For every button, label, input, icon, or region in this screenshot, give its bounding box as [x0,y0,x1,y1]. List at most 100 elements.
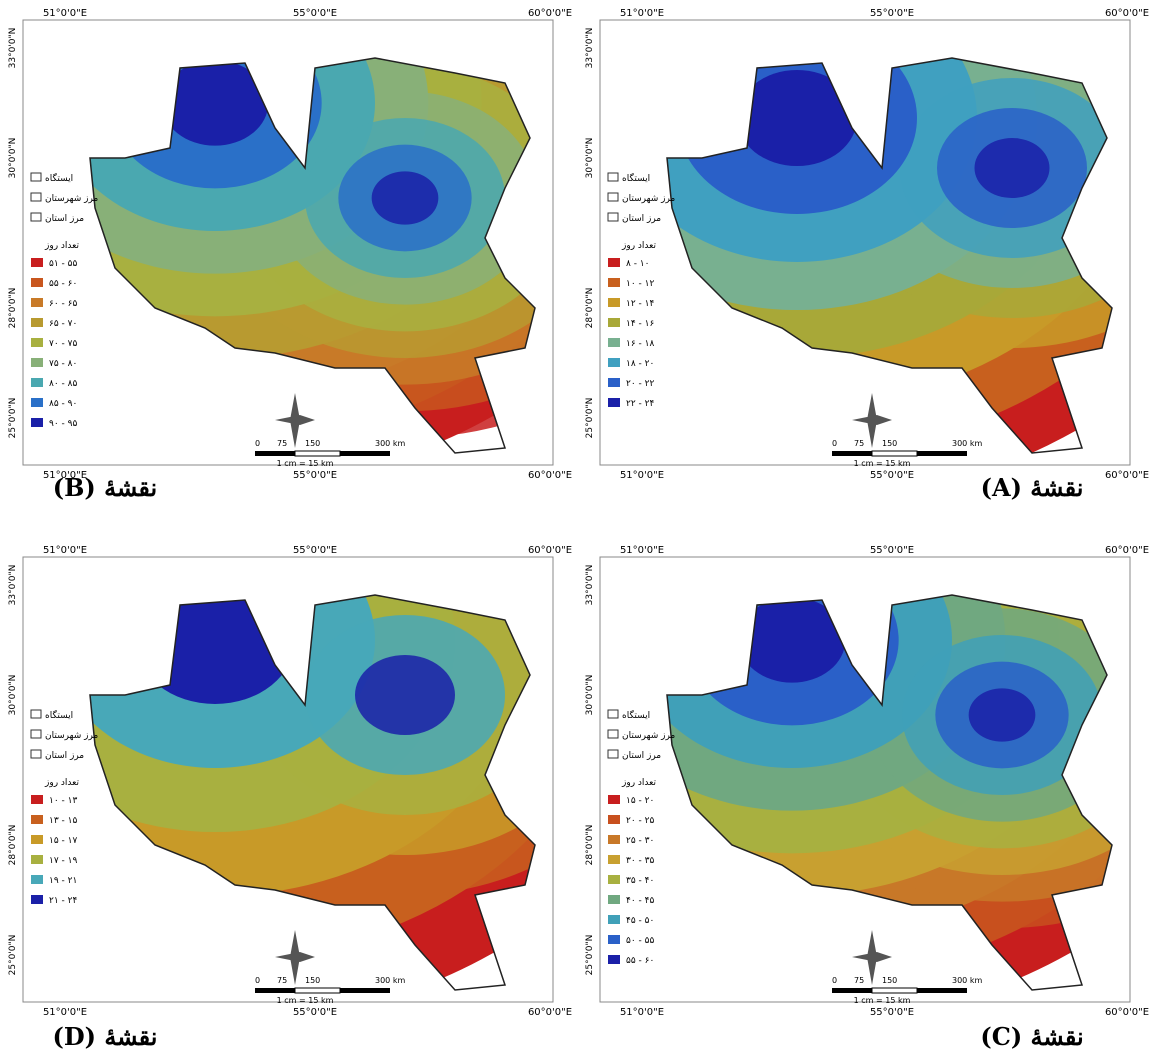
legend-label: ۲۱ - ۲۴ [49,896,77,906]
zone [355,655,455,735]
scale-bar [917,988,967,993]
legend-item: مرز شهرستان [45,731,98,741]
scale-tick: 300 km [375,976,405,985]
lat-label: 25°0'0"N [8,398,18,439]
scale-tick: 300 km [952,976,982,985]
legend-swatch [31,855,43,864]
legend-swatch [31,418,43,427]
legend-swatch [608,795,620,804]
legend-label: ۸۰ - ۸۵ [49,379,77,389]
legend-label: ۱۰ - ۱۳ [49,796,77,806]
lon-label: 55°0'0"E [293,470,337,481]
map-caption: نقشهٔ (D) [53,1022,158,1051]
lat-label: 28°0'0"N [8,825,18,866]
legend-label: ۴۵ - ۵۰ [626,916,654,926]
scale-tick: 0 [255,976,260,985]
legend-label: ۱۰ - ۱۲ [626,279,654,289]
legend-label: ۱۵ - ۲۰ [626,796,654,806]
legend-label: ۱۵ - ۱۷ [49,836,77,846]
lon-label: 51°0'0"E [620,545,664,556]
legend-label: ۲۰ - ۲۲ [626,379,654,389]
scale-tick: 0 [832,439,837,448]
scale-tick: 300 km [375,439,405,448]
scale-text: 1 cm = 15 km [854,996,911,1005]
lon-label: 51°0'0"E [43,545,87,556]
legend-label: ۸ - ۱۰ [626,259,649,269]
legend-item: مرز استان [45,214,84,224]
legend-label: ۲۲ - ۲۴ [626,399,654,409]
legend-label: ۲۰ - ۲۵ [626,816,654,826]
scale-tick: 75 [854,439,864,448]
legend-swatch [608,378,620,387]
legend-item: ایستگاه [622,709,650,721]
legend-label: ۱۷ - ۱۹ [49,856,77,866]
scale-tick: 0 [832,976,837,985]
legend-swatch [31,795,43,804]
scale-tick: 0 [255,439,260,448]
scale-bar [295,988,340,993]
scale-tick: 75 [854,976,864,985]
legend-title: تعداد روز [44,241,79,251]
lat-label: 30°0'0"N [585,675,595,716]
lon-label: 60°0'0"E [1105,1007,1149,1018]
zone [975,138,1050,198]
legend-swatch [608,815,620,824]
legend-swatch [608,855,620,864]
legend-swatch [608,875,620,884]
legend-swatch [31,378,43,387]
legend-label: ۱۶ - ۱۸ [626,339,654,349]
map-panel: 51°0'0"E51°0'0"E55°0'0"E55°0'0"E60°0'0"E… [0,0,705,502]
legend-swatch [608,398,620,407]
legend-swatch [608,835,620,844]
legend-swatch [608,258,620,267]
legend-item: ایستگاه [45,172,73,184]
lon-label: 55°0'0"E [870,1007,914,1018]
legend-swatch [608,358,620,367]
legend-item: مرز شهرستان [622,194,675,204]
legend-swatch [31,875,43,884]
legend-swatch [608,278,620,287]
lon-label: 55°0'0"E [870,545,914,556]
legend-label: ۱۲ - ۱۴ [626,299,654,309]
lon-label: 60°0'0"E [1105,470,1149,481]
scale-bar [872,988,917,993]
lat-label: 25°0'0"N [585,935,595,976]
legend-swatch [608,915,620,924]
lon-label: 51°0'0"E [43,1007,87,1018]
legend-label: ۶۵ - ۷۰ [49,319,77,329]
legend-swatch [31,278,43,287]
lat-label: 28°0'0"N [8,288,18,329]
legend-swatch [31,318,43,327]
lat-label: 28°0'0"N [585,825,595,866]
lon-label: 55°0'0"E [293,8,337,19]
lon-label: 51°0'0"E [620,470,664,481]
legend-swatch [31,835,43,844]
lon-label: 60°0'0"E [528,545,572,556]
scale-tick: 150 [882,439,897,448]
scale-bar [255,451,295,456]
scale-bar [872,451,917,456]
legend-swatch [608,935,620,944]
zone [372,171,439,224]
legend-item: ایستگاه [45,709,73,721]
map-caption: نقشهٔ (B) [53,473,157,502]
lat-label: 30°0'0"N [8,138,18,179]
figure: 51°0'0"E 51°0'0"E 55°0'0"E 55°0'0"E 60°0'0"E… [0,0,1153,1053]
lon-label: 60°0'0"E [1105,8,1149,19]
legend-swatch [31,298,43,307]
scale-text: 1 cm = 15 km [277,996,334,1005]
legend-swatch [608,338,620,347]
lon-label: 51°0'0"E [43,8,87,19]
legend-title: تعداد روز [621,778,656,788]
legend-item: مرز استان [622,214,661,224]
legend-label: ۹۰ - ۹۵ [49,419,77,429]
lon-label: 60°0'0"E [528,1007,572,1018]
scale-bar [255,988,295,993]
legend-swatch [31,338,43,347]
legend-label: ۶۰ - ۶۵ [49,299,77,309]
legend-label: ۸۵ - ۹۰ [49,399,77,409]
scale-tick: 75 [277,976,287,985]
lat-label: 30°0'0"N [8,675,18,716]
legend-label: ۵۱ - ۵۵ [49,259,77,269]
legend-swatch [31,398,43,407]
